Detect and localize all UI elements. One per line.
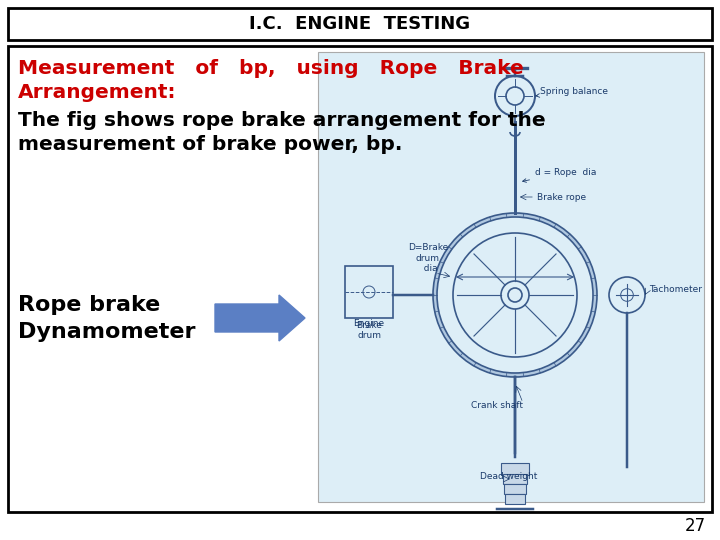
Text: d = Rope  dia: d = Rope dia: [523, 168, 596, 183]
Text: Spring balance: Spring balance: [536, 87, 608, 97]
Text: Crank shaft: Crank shaft: [471, 401, 523, 410]
Circle shape: [609, 277, 645, 313]
Text: Measurement   of   bp,   using   Rope   Brake: Measurement of bp, using Rope Brake: [18, 58, 523, 78]
Text: Brake rope: Brake rope: [537, 192, 586, 201]
Text: Brake
drum: Brake drum: [356, 321, 382, 340]
Text: The fig shows rope brake arrangement for the: The fig shows rope brake arrangement for…: [18, 111, 546, 130]
FancyBboxPatch shape: [345, 266, 393, 318]
Text: Dynamometer: Dynamometer: [18, 322, 196, 342]
Text: 27: 27: [685, 517, 706, 535]
FancyBboxPatch shape: [503, 474, 527, 484]
FancyArrow shape: [215, 295, 305, 341]
Text: Tachometer: Tachometer: [649, 286, 702, 294]
FancyBboxPatch shape: [318, 52, 704, 502]
FancyBboxPatch shape: [8, 46, 712, 512]
Circle shape: [495, 76, 535, 116]
Text: Dead weight: Dead weight: [480, 472, 537, 481]
Text: Arrangement:: Arrangement:: [18, 84, 176, 103]
FancyBboxPatch shape: [501, 463, 529, 475]
Circle shape: [433, 213, 597, 377]
Circle shape: [437, 217, 593, 373]
Text: Rope brake: Rope brake: [18, 295, 161, 315]
Text: I.C.  ENGINE  TESTING: I.C. ENGINE TESTING: [249, 15, 471, 33]
Text: D=Brake
drum
  dia: D=Brake drum dia: [408, 243, 448, 273]
Text: measurement of brake power, bp.: measurement of brake power, bp.: [18, 136, 402, 154]
FancyBboxPatch shape: [8, 8, 712, 40]
Circle shape: [501, 281, 529, 309]
FancyBboxPatch shape: [504, 484, 526, 494]
Text: Engine: Engine: [354, 319, 384, 328]
FancyBboxPatch shape: [505, 494, 525, 504]
